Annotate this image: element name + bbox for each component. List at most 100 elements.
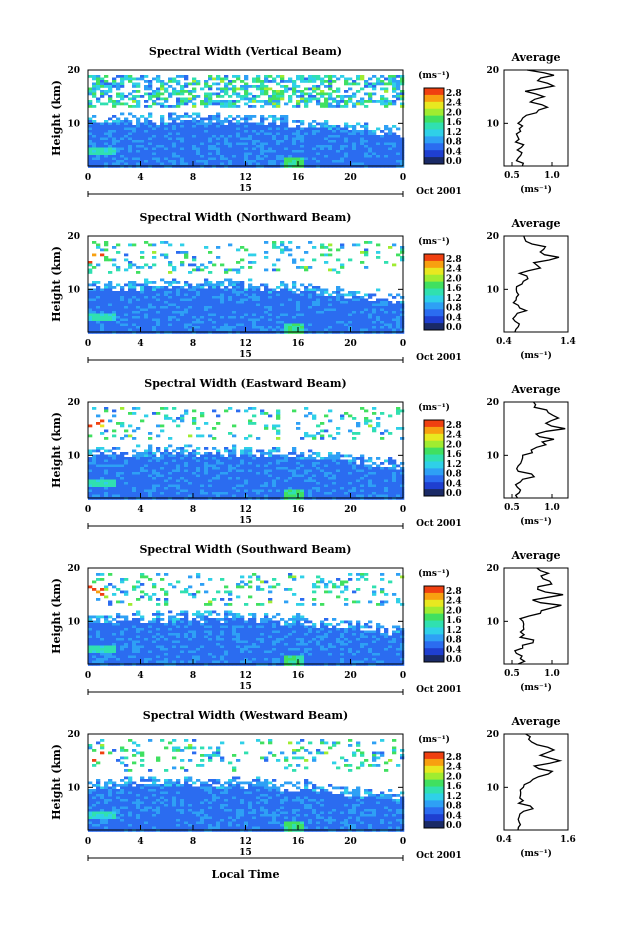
- heatmap-cell: [212, 328, 217, 332]
- heatmap-cell: [188, 306, 193, 309]
- heatmap-cell: [168, 85, 173, 88]
- heatmap-cell: [176, 140, 181, 143]
- heatmap-cell: [124, 122, 129, 126]
- heatmap-cell: [244, 77, 249, 81]
- heatmap-cell: [380, 150, 385, 153]
- heatmap-cell: [196, 469, 201, 473]
- heatmap-cell: [180, 472, 185, 475]
- heatmap-cell: [240, 323, 245, 327]
- heatmap-cell: [216, 301, 221, 304]
- heatmap-cell: [216, 487, 221, 490]
- heatmap-cell: [164, 464, 169, 468]
- heatmap-cell: [392, 160, 397, 163]
- heatmap-cell: [296, 155, 301, 158]
- heatmap-cell: [292, 135, 297, 138]
- heatmap-cell: [96, 243, 101, 247]
- heatmap-cell: [168, 467, 173, 470]
- heatmap-cell: [244, 90, 249, 93]
- heatmap-cell: [164, 462, 169, 465]
- heatmap-cell: [320, 291, 325, 294]
- heatmap-cell: [156, 472, 161, 475]
- heatmap-cell: [268, 326, 273, 329]
- heatmap-cell: [184, 489, 189, 493]
- heatmap-cell: [240, 145, 245, 148]
- heatmap-cell: [132, 477, 137, 480]
- heatmap-cell: [292, 447, 297, 450]
- heatmap-cell: [216, 288, 221, 292]
- heatmap-cell: [268, 469, 273, 473]
- heatmap-cell: [148, 301, 153, 304]
- heatmap-cell: [300, 298, 305, 302]
- heatmap-cell: [248, 135, 253, 138]
- heatmap-cell: [252, 140, 257, 143]
- heatmap-cell: [316, 326, 321, 329]
- heatmap-cell: [156, 457, 161, 460]
- heatmap-cell: [108, 87, 113, 91]
- heatmap-cell: [228, 120, 233, 123]
- heatmap-cell: [132, 160, 137, 163]
- heatmap-cell: [168, 328, 173, 332]
- heatmap-cell: [320, 105, 325, 108]
- heatmap-cell: [152, 316, 157, 319]
- heatmap-cell: [132, 140, 137, 143]
- heatmap-cell: [300, 130, 305, 133]
- heatmap-cell: [256, 318, 261, 322]
- heatmap-cell: [140, 474, 145, 478]
- heatmap-cell: [96, 125, 101, 128]
- heatmap-cell: [272, 296, 277, 299]
- heatmap-cell: [280, 152, 285, 156]
- heatmap-cell: [224, 132, 229, 136]
- heatmap-cell: [104, 243, 109, 247]
- heatmap-cell: [188, 301, 193, 304]
- heatmap-cell: [220, 303, 225, 307]
- heatmap-cell: [360, 142, 365, 146]
- heatmap-cell: [380, 316, 385, 319]
- heatmap-cell: [208, 303, 213, 307]
- heatmap-cell: [156, 125, 161, 128]
- heatmap-cell: [216, 293, 221, 297]
- heatmap-cell: [384, 298, 389, 302]
- heatmap-cell: [132, 462, 137, 465]
- heatmap-cell: [272, 303, 277, 307]
- heatmap-cell: [372, 301, 377, 304]
- heatmap-cell: [276, 132, 281, 136]
- heatmap-cell: [164, 142, 169, 146]
- heatmap-cell: [92, 291, 97, 294]
- heatmap-cell: [188, 82, 193, 86]
- heatmap-cell: [332, 100, 337, 103]
- heatmap-cell: [280, 308, 285, 312]
- heatmap-cell: [180, 147, 185, 151]
- heatmap-cell: [324, 80, 329, 83]
- heatmap-cell: [356, 137, 361, 141]
- heatmap-cell: [172, 132, 177, 136]
- heatmap-cell: [316, 303, 321, 307]
- heatmap-cell: [96, 87, 101, 91]
- heatmap-cell: [172, 160, 177, 163]
- heatmap-cell: [376, 145, 381, 148]
- heatmap-cell: [368, 313, 373, 317]
- heatmap-cell: [224, 318, 229, 322]
- heatmap-cell: [176, 313, 181, 317]
- heatmap-cell: [160, 323, 165, 327]
- heatmap-cell: [88, 261, 93, 264]
- heatmap-cell: [100, 127, 105, 131]
- heatmap-cell: [172, 323, 177, 327]
- heatmap-cell: [320, 162, 325, 166]
- heatmap-cell: [348, 150, 353, 153]
- heatmap-cell: [204, 122, 209, 126]
- heatmap-cell: [348, 125, 353, 128]
- heatmap-cell: [236, 155, 241, 158]
- heatmap-cell: [148, 432, 153, 435]
- heatmap-cell: [172, 469, 177, 473]
- heatmap-cell: [260, 477, 265, 480]
- heatmap-cell: [240, 296, 245, 299]
- heatmap-cell: [240, 482, 245, 485]
- heatmap-cell: [216, 469, 221, 473]
- heatmap-cell: [92, 150, 97, 153]
- heatmap-cell: [204, 157, 209, 161]
- heatmap-cell: [360, 132, 365, 136]
- heatmap-cell: [280, 303, 285, 307]
- heatmap-cell: [100, 454, 105, 458]
- heatmap-cell: [180, 313, 185, 317]
- heatmap-cell: [248, 150, 253, 153]
